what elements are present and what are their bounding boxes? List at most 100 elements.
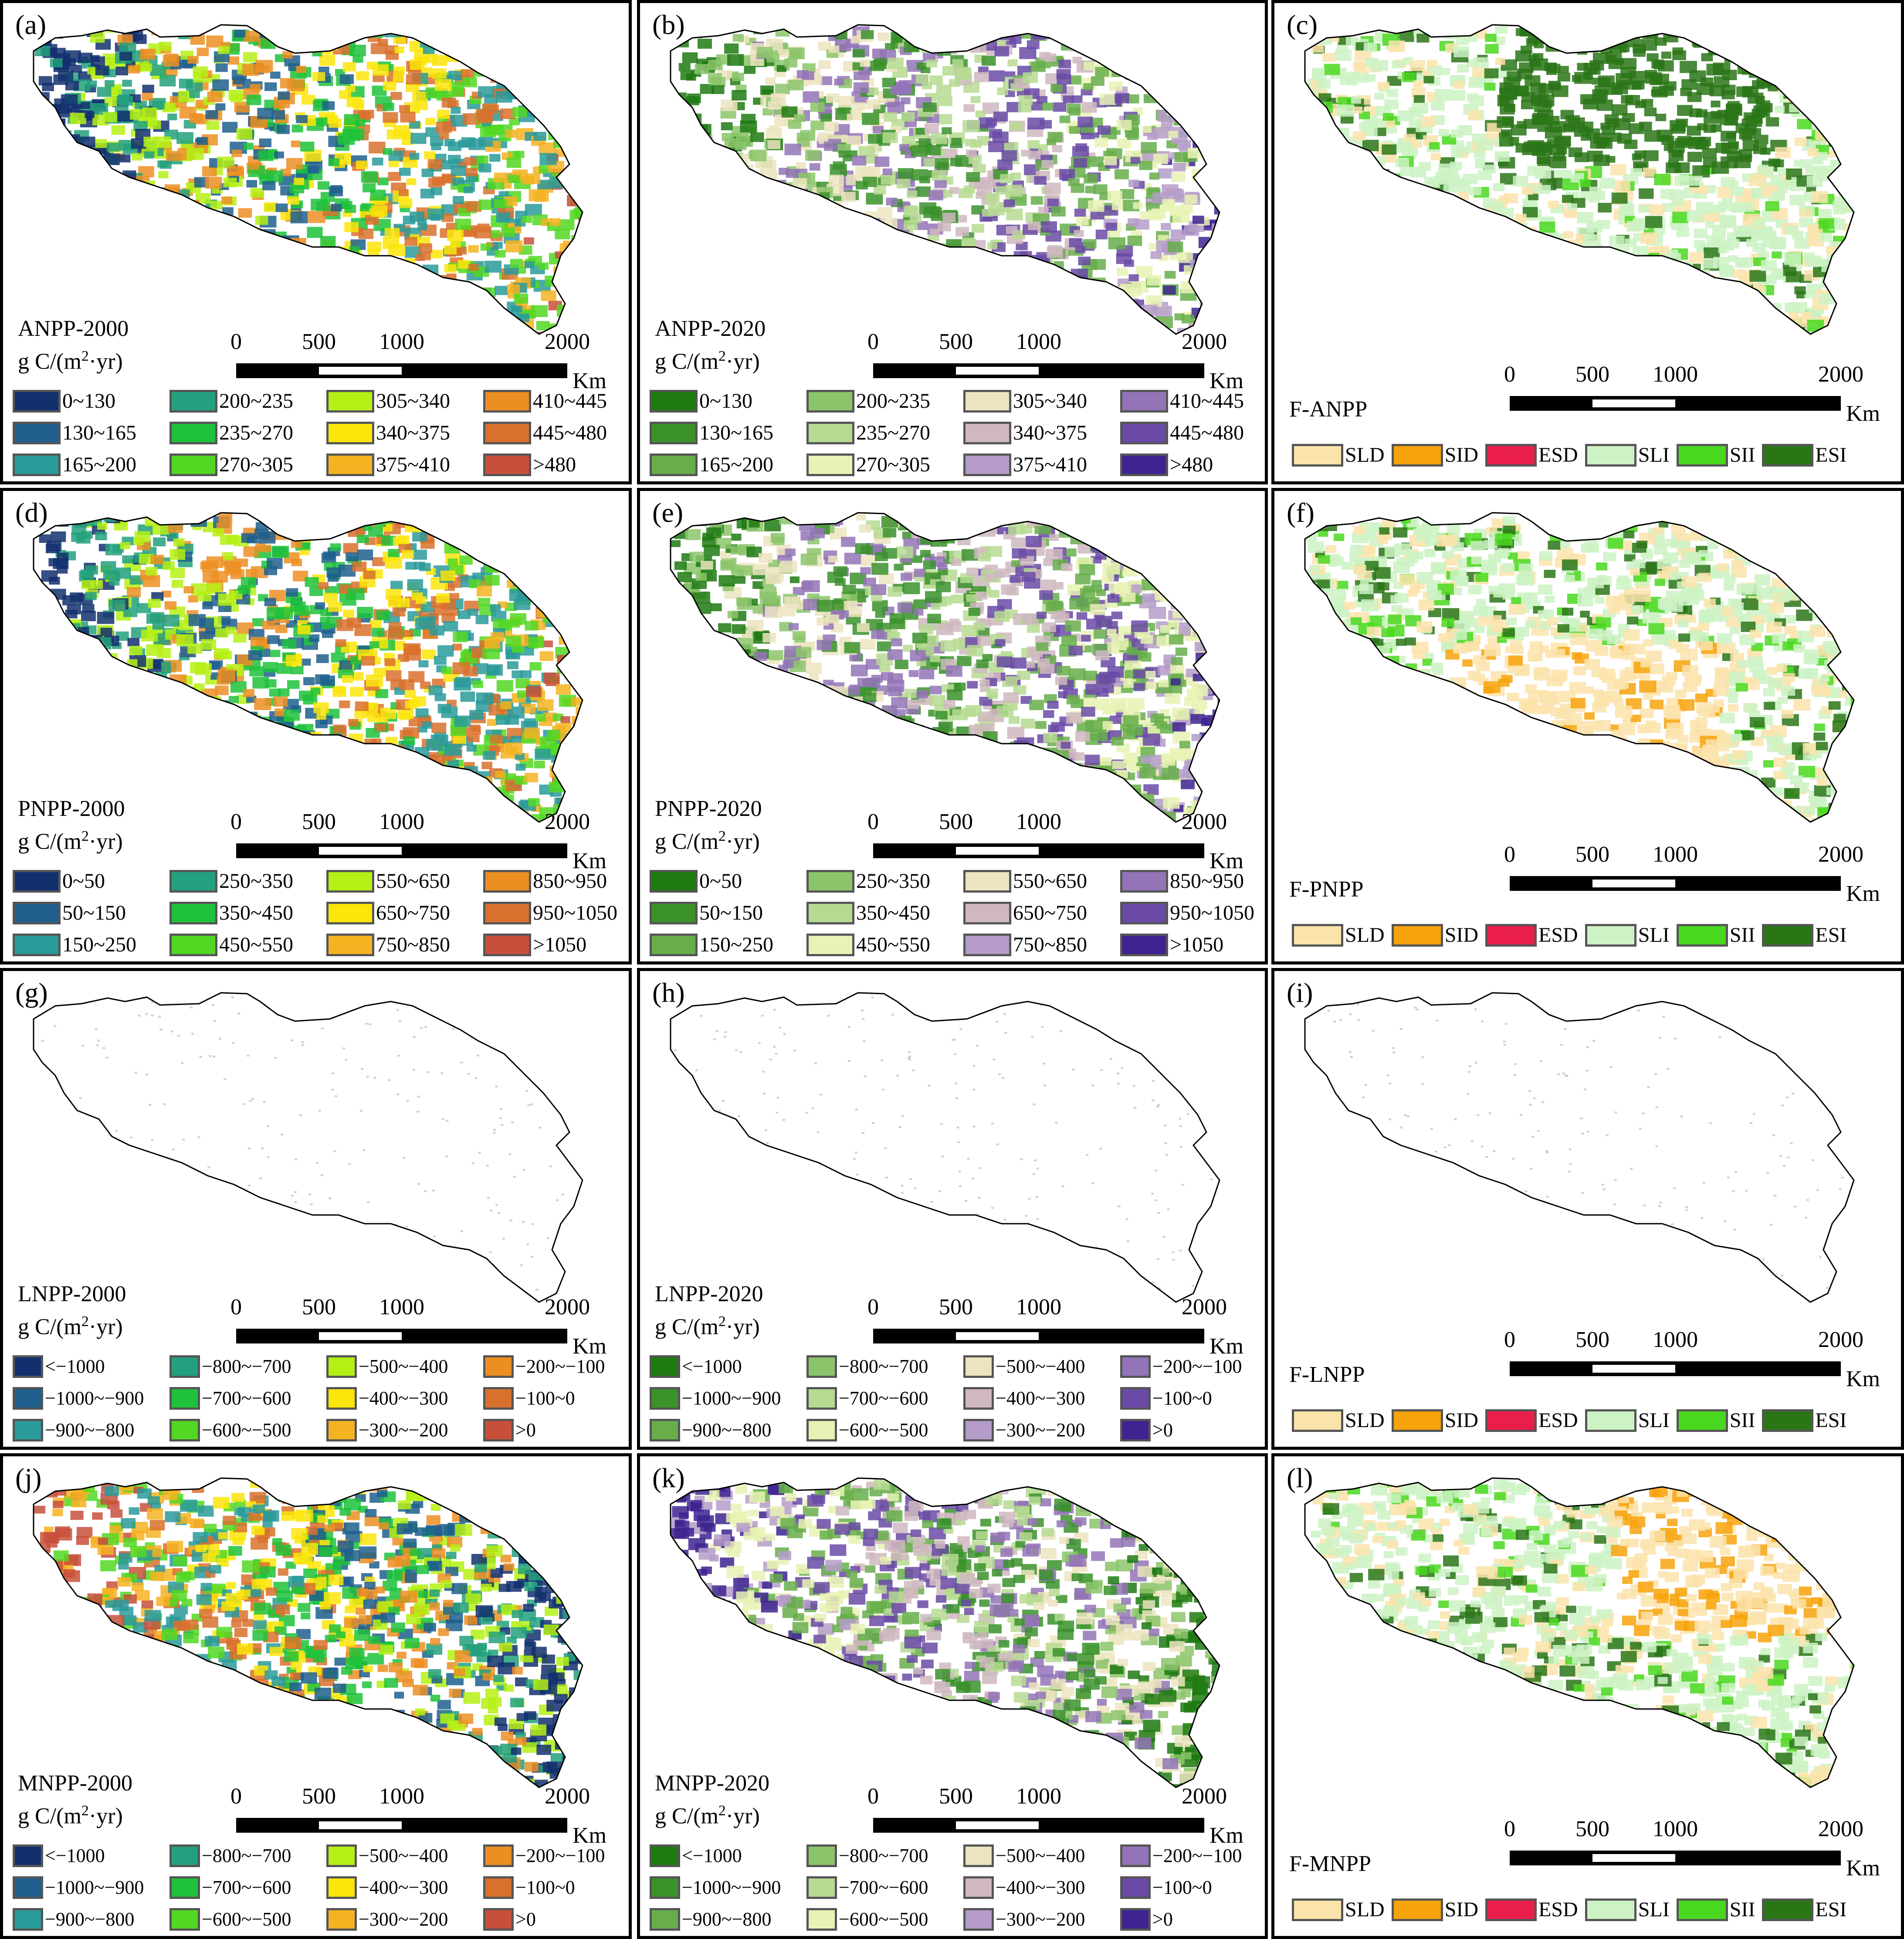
map-cell: [243, 253, 258, 264]
map-cell: [340, 294, 355, 305]
map-cell: [1740, 301, 1757, 313]
map-cell: [1671, 198, 1684, 206]
map-cell: [885, 289, 902, 302]
map-cell: [242, 288, 256, 298]
map-cell: [86, 199, 101, 210]
map-cell: [1662, 203, 1675, 212]
legend-item: 305~340: [963, 385, 1120, 417]
map-cell: [1403, 281, 1413, 288]
map-cell: [550, 44, 563, 54]
unit-prefix: g C/(m: [655, 349, 718, 374]
map-cell: [881, 305, 896, 315]
map-cell: [1515, 213, 1527, 222]
map-cell: [155, 192, 170, 203]
map-cell: [1740, 316, 1750, 324]
map-cell: [948, 274, 964, 285]
map-cell: [708, 258, 726, 271]
map-cell: [1351, 295, 1361, 302]
map-cell: [1650, 281, 1667, 293]
legend-text: 340~375: [1013, 421, 1087, 444]
map-cell: [1376, 221, 1389, 230]
map-cell: [1420, 316, 1433, 326]
map-cell: [1629, 264, 1643, 274]
map-cell: [246, 95, 261, 105]
map-cell: [482, 46, 497, 56]
legend-text: >480: [1170, 453, 1213, 476]
map-cell: [1617, 279, 1634, 291]
map-cell: [90, 216, 104, 226]
map-cell: [118, 201, 130, 210]
map-cell: [1095, 67, 1109, 77]
map-cell: [955, 227, 969, 237]
map-cell: [360, 291, 371, 298]
map-cell: [1179, 144, 1191, 152]
map-cell: [326, 261, 342, 272]
map-cell: [1533, 237, 1544, 245]
map-cell: [1095, 44, 1106, 52]
map-cell: [259, 138, 271, 147]
map-cell: [1654, 226, 1666, 234]
map-cell: [148, 277, 164, 288]
map-cell: [1490, 277, 1504, 287]
map-cell: [474, 294, 485, 301]
map-cell: [1678, 283, 1692, 293]
map-cell: [228, 166, 243, 176]
map-a: [33, 24, 583, 335]
map-cell: [1782, 66, 1796, 76]
map-cell: [745, 188, 759, 198]
map-cell: [500, 37, 516, 49]
map-cell: [1536, 319, 1548, 327]
map-cell: [832, 227, 844, 235]
map-cell: [1163, 285, 1176, 295]
map-cell: [991, 269, 1004, 278]
map-cell: [1344, 254, 1361, 265]
map-cell: [1161, 94, 1175, 103]
map-cell: [304, 149, 322, 162]
map-cell: [1176, 78, 1191, 90]
legend-item: SLD: [1292, 444, 1385, 467]
map-cell: [1339, 293, 1357, 305]
map-cell: [1459, 264, 1472, 274]
map-cell: [373, 74, 385, 82]
map-cell: [1059, 115, 1071, 123]
map-cell: [196, 240, 206, 247]
map-cell: [49, 137, 61, 146]
map-cell: [1711, 124, 1722, 132]
map-cell: [817, 241, 827, 249]
map-cell: [70, 727, 81, 734]
map-cell: [87, 80, 97, 88]
map-cell: [1171, 172, 1186, 182]
map-cell: [296, 761, 309, 770]
map-cell: [92, 722, 103, 731]
map-cell: [1661, 51, 1672, 59]
map-cell: [1608, 85, 1623, 95]
map-cell: [683, 153, 695, 162]
map-cell: [280, 169, 291, 176]
map-cell: [264, 202, 278, 212]
map-cell: [993, 112, 1008, 122]
map-cell: [1484, 82, 1496, 91]
map-cell: [1305, 127, 1316, 135]
map-cell: [1613, 277, 1625, 286]
map-cell: [1005, 255, 1022, 267]
map-cell: [1532, 233, 1543, 242]
map-cell: [1074, 209, 1086, 217]
map-cell: [264, 301, 281, 313]
map-cell: [220, 802, 232, 812]
map-cell: [874, 186, 886, 195]
map-cell: [1606, 253, 1619, 262]
map-cell: [1728, 320, 1745, 332]
map-cell: [703, 176, 720, 188]
map-cell: [1853, 38, 1854, 46]
map-cell: [1606, 334, 1622, 338]
map-cell: [1509, 227, 1520, 235]
map-cell: [906, 315, 922, 325]
map-cell: [1605, 52, 1622, 64]
map-cell: [118, 667, 128, 674]
map-cell: [542, 592, 552, 600]
map-cell: [1368, 238, 1383, 249]
map-cell: [1213, 187, 1220, 196]
map-cell: [970, 96, 981, 103]
map-cell: [775, 84, 790, 95]
scale-unit: Km: [1846, 401, 1880, 426]
